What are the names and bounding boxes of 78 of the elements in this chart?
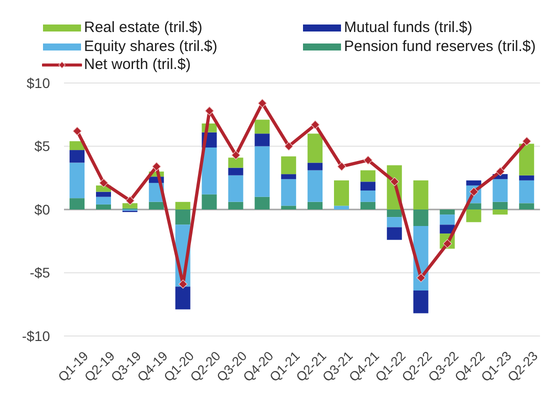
bar [386, 227, 402, 240]
bar [413, 210, 428, 226]
legend-label: Equity shares (tril.$) [84, 38, 218, 56]
y-tick-label: $10 [26, 74, 50, 91]
bar [254, 120, 270, 134]
bar [492, 179, 508, 202]
y-tick-label: -$10 [22, 328, 50, 344]
bar [519, 175, 534, 180]
bar [334, 206, 349, 210]
bar [202, 148, 217, 194]
point [390, 177, 400, 186]
y-tick-label: -$5 [30, 264, 50, 281]
point [522, 136, 532, 146]
bar [440, 210, 455, 215]
bar [122, 203, 138, 208]
bar [70, 198, 85, 210]
bar [360, 182, 376, 191]
point [337, 162, 346, 171]
bar [519, 180, 534, 204]
bar [228, 168, 244, 176]
legend-label: Mutual funds (tril.$) [344, 19, 472, 38]
point [99, 178, 108, 188]
bar [228, 175, 244, 202]
legend-label: Pension fund reserves (tril.$) [344, 38, 536, 56]
bar [386, 210, 402, 218]
bar [308, 134, 323, 163]
bar [175, 286, 190, 310]
bar [440, 214, 455, 225]
point [416, 273, 426, 282]
bar [148, 202, 164, 210]
bar [360, 190, 376, 202]
point [204, 106, 214, 116]
bar [308, 162, 323, 170]
point [178, 280, 188, 289]
bar [466, 180, 482, 186]
legend-label: Net worth (tril.$) [84, 56, 191, 74]
y-tick-label: $5 [34, 138, 50, 154]
bar [308, 202, 323, 210]
bar [492, 210, 508, 215]
bar [413, 180, 428, 210]
bar [492, 202, 508, 210]
bar [228, 158, 244, 168]
bar [519, 203, 534, 210]
point [258, 98, 267, 108]
bar [175, 210, 190, 225]
bar [202, 194, 217, 210]
bar [360, 202, 376, 210]
point [72, 126, 82, 136]
point [284, 142, 294, 151]
bar [360, 170, 376, 182]
bar [281, 206, 296, 210]
bar [519, 144, 534, 176]
bar [281, 179, 296, 206]
bar [96, 204, 111, 210]
point [364, 156, 373, 165]
bar [70, 162, 85, 198]
point [126, 196, 135, 206]
point [496, 167, 505, 176]
bar [175, 202, 190, 210]
bar [334, 180, 349, 206]
bar [386, 217, 402, 228]
point [231, 150, 240, 160]
bar [254, 196, 270, 210]
point [152, 162, 162, 171]
bar [308, 170, 323, 202]
bar [96, 196, 111, 204]
bar [413, 290, 428, 314]
bar [466, 210, 482, 222]
bar [228, 202, 244, 210]
bar [254, 146, 270, 197]
point [310, 120, 320, 130]
y-tick-label: $0 [34, 201, 50, 218]
bar [281, 174, 296, 180]
bar [254, 134, 270, 146]
bar [281, 156, 296, 174]
legend-label: Real estate (tril.$) [84, 19, 202, 38]
bar [96, 192, 111, 197]
bar [70, 150, 85, 163]
